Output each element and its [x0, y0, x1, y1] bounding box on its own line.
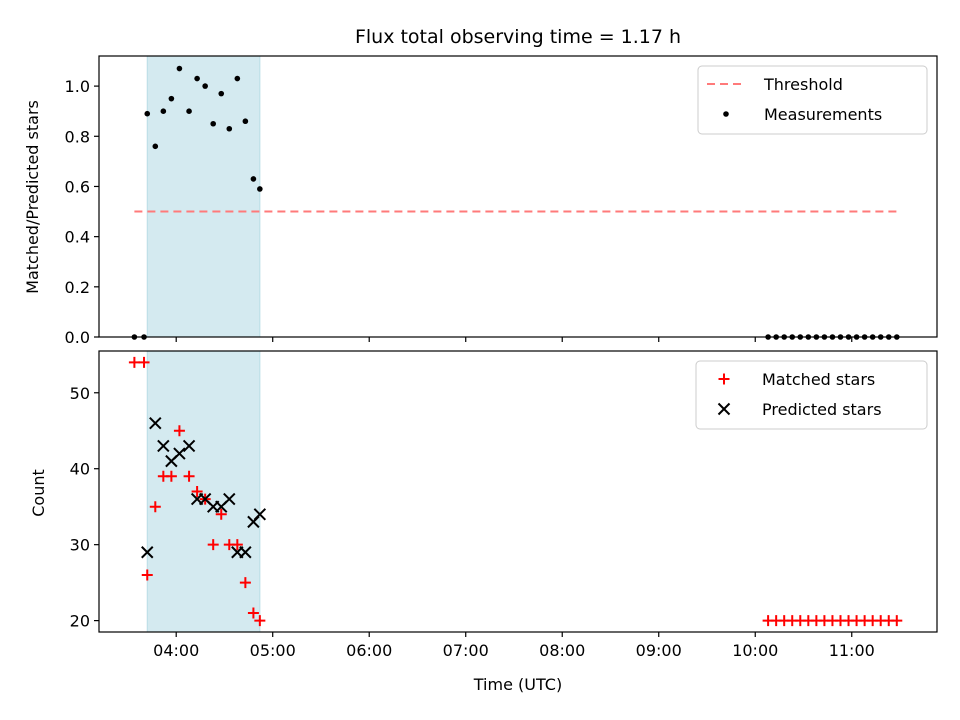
- predicted-star-point: [223, 492, 236, 506]
- x-tick-label: 08:00: [539, 641, 585, 660]
- x-tick-label: 04:00: [153, 641, 199, 660]
- measurement-point: [202, 83, 208, 89]
- panel-ratio: 0.0 0.2 0.4 0.6 0.8 1.0 Threshold Measurements: [65, 55, 938, 347]
- panel-counts: 20 30 40 50 04:00 05:00 06:00 07:00 08:00 09:00 10…: [70, 350, 938, 660]
- legend: Threshold Measurements: [697, 65, 928, 135]
- shaded-observing-window: [146, 55, 261, 338]
- y-tick-label: 0.0: [65, 328, 90, 347]
- shaded-observing-window: [146, 350, 261, 633]
- measurement-point: [242, 118, 249, 125]
- chart-title: Flux total observing time = 1.17 h: [355, 26, 681, 48]
- matched-star-point: [239, 577, 251, 589]
- measurement-point: [226, 125, 233, 132]
- measurement-point: [194, 75, 200, 82]
- bottom-y-axis-label: Count: [29, 469, 48, 517]
- measurement-point: [250, 176, 257, 182]
- measurement-point: [234, 75, 241, 82]
- y-tick-label: 20: [70, 612, 90, 631]
- measurement-point: [160, 108, 167, 114]
- predicted-star-point: [182, 439, 196, 453]
- y-tick-label: 0.2: [65, 278, 90, 297]
- legend-label: Predicted stars: [762, 400, 882, 419]
- legend-box: [697, 65, 928, 135]
- y-tick-label: 50: [70, 384, 90, 403]
- matched-star-point: [141, 569, 153, 581]
- matched-star-point: [138, 356, 150, 368]
- matched-star-point: [128, 356, 140, 368]
- x-tick-label: 06:00: [346, 641, 392, 660]
- top-y-axis-label: Matched/Predicted stars: [23, 100, 42, 294]
- y-tick-label: 40: [70, 460, 90, 479]
- legend-matched-swatch: [718, 373, 730, 385]
- matched-star-point: [165, 470, 177, 482]
- legend: Matched stars Predicted stars: [695, 360, 928, 430]
- measurement-point: [144, 110, 151, 117]
- measurement-point: [152, 143, 159, 150]
- y-tick-label: 30: [70, 536, 90, 555]
- x-tick-label: 09:00: [636, 641, 682, 660]
- y-tick-label: 0.6: [65, 177, 90, 196]
- plot-frame: [98, 55, 938, 338]
- matched-star-point: [183, 470, 195, 482]
- matched-star-point: [149, 501, 161, 513]
- predicted-star-point: [141, 546, 154, 559]
- measurement-point: [257, 186, 263, 192]
- matched-star-point: [891, 615, 903, 627]
- y-tick-label: 0.4: [65, 228, 90, 247]
- measurement-point: [218, 90, 225, 97]
- x-tick-label: 05:00: [250, 641, 296, 660]
- x-axis-label: Time (UTC): [473, 675, 562, 694]
- matched-star-point: [215, 508, 227, 520]
- legend-measurement-swatch: [723, 111, 729, 117]
- predicted-star-point: [253, 508, 267, 521]
- predicted-star-point: [157, 439, 170, 453]
- measurement-point: [210, 120, 216, 127]
- matched-star-point: [191, 486, 203, 497]
- y-tick-label: 1.0: [65, 77, 90, 96]
- matched-star-point: [247, 607, 259, 619]
- predicted-star-point: [149, 416, 162, 430]
- predicted-star-point: [173, 447, 186, 460]
- legend-box: [695, 360, 928, 430]
- x-tick-label: 10:00: [732, 641, 778, 660]
- x-tick-label: 11:00: [829, 641, 875, 660]
- matched-star-point: [207, 539, 219, 551]
- matched-star-point: [231, 539, 243, 551]
- measurement-point: [176, 65, 183, 72]
- measurement-point: [168, 95, 175, 102]
- legend-label: Measurements: [764, 105, 882, 124]
- legend-predicted-swatch: [717, 402, 731, 416]
- plot-frame: [98, 350, 938, 633]
- legend-label: Matched stars: [762, 370, 875, 389]
- predicted-star-point: [239, 546, 252, 559]
- matched-star-point: [254, 615, 266, 627]
- legend-label: Threshold: [763, 75, 843, 94]
- measurement-point: [186, 108, 192, 114]
- x-tick-label: 07:00: [443, 641, 489, 660]
- y-tick-label: 0.8: [65, 127, 90, 146]
- matched-star-point: [173, 425, 185, 437]
